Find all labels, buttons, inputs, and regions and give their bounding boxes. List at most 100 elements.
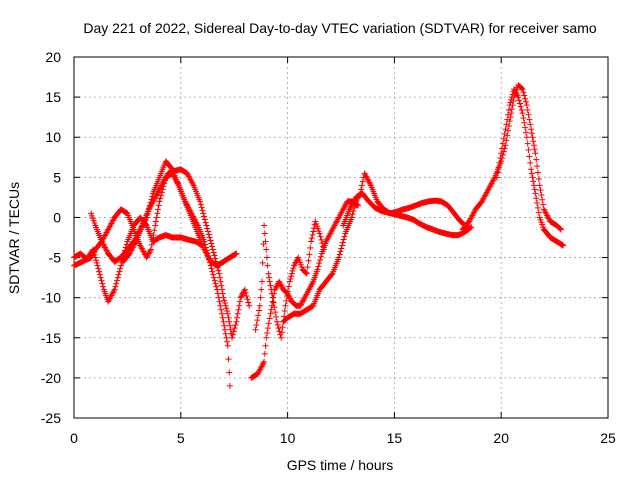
data-point — [232, 321, 239, 328]
data-point — [334, 217, 341, 224]
data-point — [522, 129, 529, 136]
data-point — [539, 196, 546, 203]
data-point — [245, 299, 252, 306]
data-point — [267, 310, 274, 317]
data-point — [526, 116, 533, 123]
data-point — [147, 246, 154, 253]
plot-frame — [73, 56, 609, 419]
data-point — [225, 356, 232, 363]
data-point — [531, 146, 538, 153]
data-point — [264, 325, 271, 332]
data-point — [209, 243, 216, 250]
data-series — [71, 82, 567, 389]
data-point — [206, 234, 213, 241]
data-point — [526, 153, 533, 160]
data-point — [506, 102, 513, 109]
data-point — [145, 251, 152, 258]
data-point — [218, 310, 225, 317]
data-point — [239, 291, 246, 298]
data-point — [199, 207, 206, 214]
data-point — [241, 286, 248, 293]
data-point — [207, 262, 214, 269]
data-point — [265, 320, 272, 327]
data-point — [340, 236, 347, 243]
data-point — [523, 102, 530, 109]
data-point — [221, 300, 228, 307]
data-point — [144, 253, 151, 260]
data-point — [283, 297, 290, 304]
x-tick-label: 20 — [493, 430, 509, 446]
series-arc-9 — [459, 82, 565, 233]
data-point — [211, 252, 218, 259]
data-point — [341, 233, 348, 240]
data-point — [288, 270, 295, 277]
data-point — [219, 286, 226, 293]
data-point — [262, 342, 269, 349]
data-point — [309, 231, 316, 238]
y-tick-label: -20 — [41, 370, 61, 386]
data-point — [518, 106, 525, 113]
data-point — [279, 324, 286, 331]
data-point — [530, 178, 537, 185]
data-point — [216, 274, 223, 281]
data-point — [520, 114, 527, 121]
data-point — [328, 271, 335, 278]
data-point — [335, 254, 342, 261]
data-point — [523, 134, 530, 141]
x-tick-label: 5 — [177, 430, 185, 446]
data-point — [538, 191, 545, 198]
data-point — [509, 91, 516, 98]
data-point — [317, 256, 324, 263]
data-point — [206, 259, 213, 266]
y-tick-label: 5 — [53, 169, 61, 185]
data-point — [114, 274, 121, 281]
series-arc-1 — [71, 214, 206, 305]
data-point — [557, 225, 564, 232]
data-point — [154, 210, 161, 217]
data-point — [276, 279, 283, 286]
data-point — [277, 281, 284, 288]
y-axis-label: SDTVAR / TECUs — [6, 182, 22, 294]
data-point — [493, 174, 500, 181]
data-point — [290, 265, 297, 272]
data-point — [204, 250, 211, 257]
data-point — [273, 313, 280, 320]
data-point — [268, 306, 275, 313]
data-point — [203, 247, 210, 254]
chart-title: Day 221 of 2022, Sidereal Day-to-day VTE… — [83, 20, 596, 36]
data-point — [222, 330, 229, 337]
data-point — [278, 282, 285, 289]
data-point — [208, 240, 215, 247]
data-point — [261, 230, 268, 237]
data-point — [212, 255, 219, 262]
data-point — [316, 260, 323, 267]
data-point — [284, 293, 291, 300]
data-point — [233, 250, 240, 257]
data-point — [522, 95, 529, 102]
data-point — [278, 334, 285, 341]
data-point — [150, 232, 157, 239]
data-point — [217, 302, 224, 309]
data-point — [560, 242, 567, 249]
data-point — [117, 265, 124, 272]
data-point — [113, 277, 120, 284]
data-point — [116, 268, 123, 275]
data-point — [339, 242, 346, 249]
data-point — [236, 302, 243, 309]
data-point — [310, 228, 317, 235]
data-point — [268, 286, 275, 293]
data-point — [528, 126, 535, 133]
data-point — [201, 213, 208, 220]
data-point — [207, 237, 214, 244]
data-point — [305, 257, 312, 264]
data-point — [320, 246, 327, 253]
data-point — [317, 253, 324, 260]
data-point — [220, 294, 227, 301]
data-point — [209, 246, 216, 253]
data-point — [520, 89, 527, 96]
data-point — [276, 278, 283, 285]
data-point — [349, 211, 356, 218]
data-point — [494, 169, 501, 176]
data-point — [215, 267, 222, 274]
data-point — [525, 111, 532, 118]
